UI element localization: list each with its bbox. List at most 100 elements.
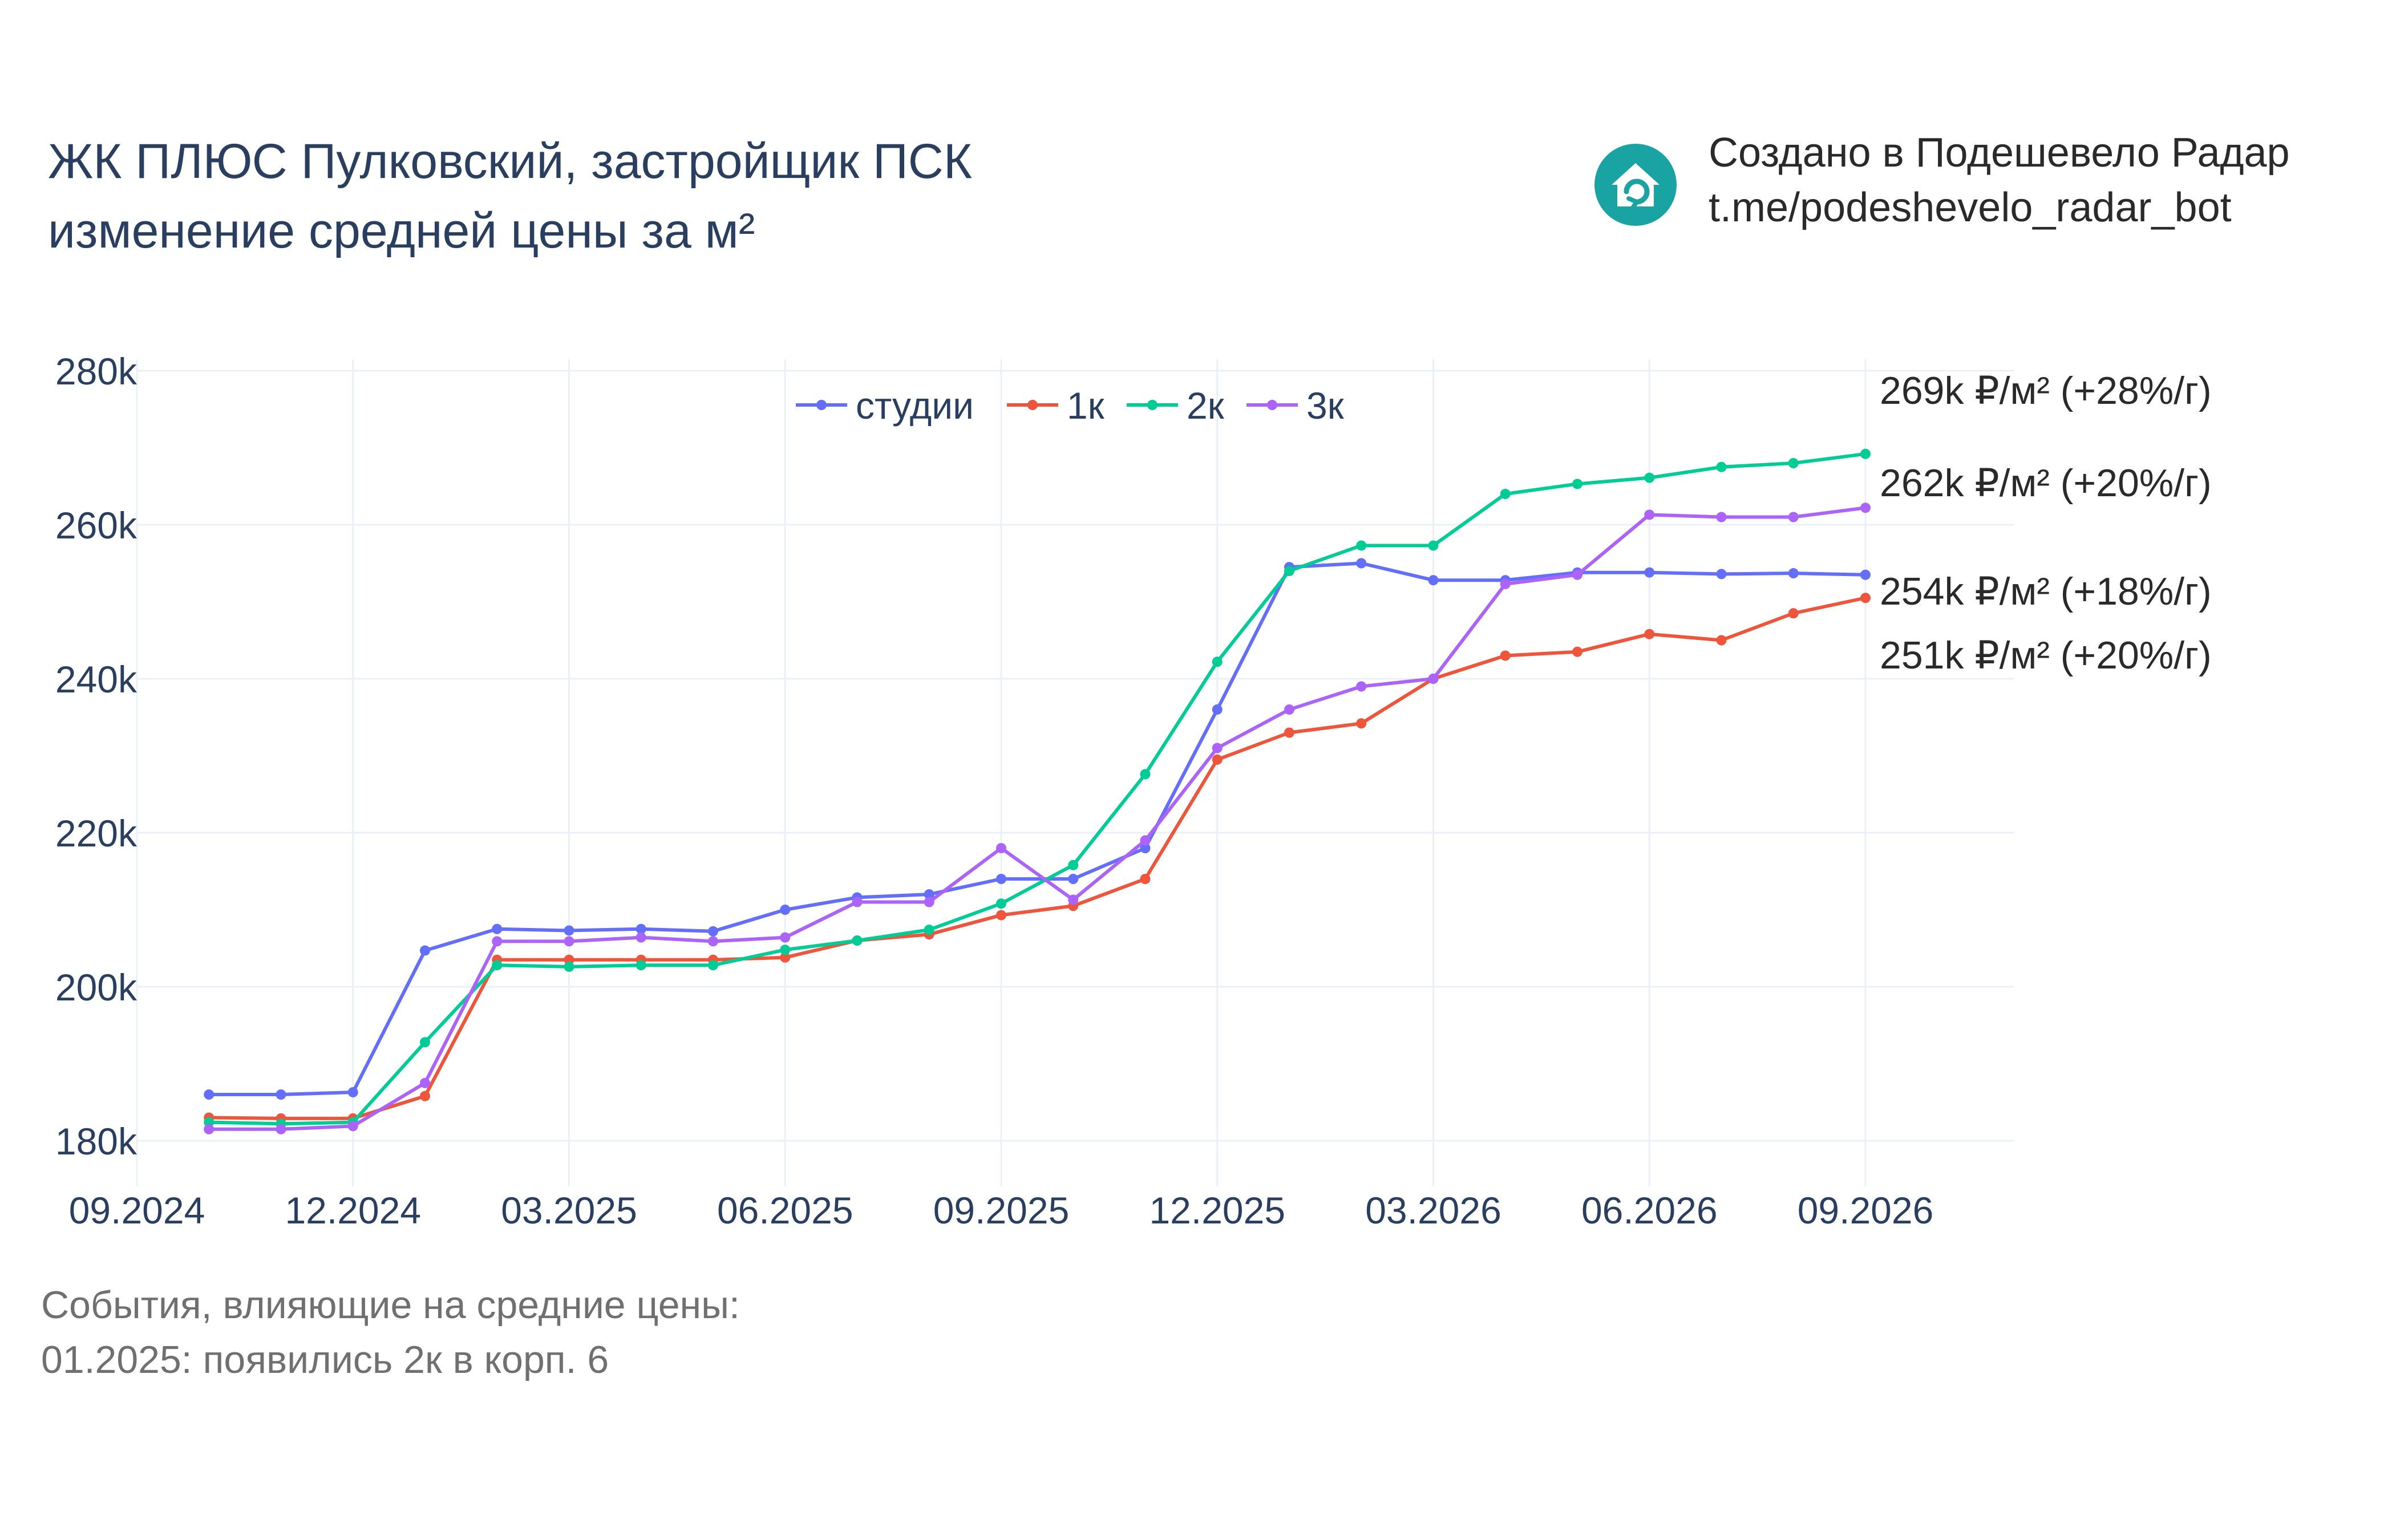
data-point xyxy=(1788,568,1799,579)
data-point xyxy=(1356,681,1367,692)
series-line xyxy=(209,452,1866,1126)
y-tick-label: 260k xyxy=(55,504,137,546)
data-point xyxy=(420,1037,430,1048)
data-point xyxy=(1284,727,1294,738)
data-point xyxy=(1500,650,1511,661)
data-point xyxy=(420,945,430,956)
data-point xyxy=(347,1087,358,1097)
data-point xyxy=(780,952,791,963)
data-point xyxy=(780,945,791,955)
data-point xyxy=(852,935,863,946)
data-point xyxy=(708,936,718,947)
x-tick-label: 09.2026 xyxy=(1798,1189,1934,1231)
x-tick-label: 12.2024 xyxy=(285,1189,421,1231)
data-point xyxy=(780,905,791,915)
data-point xyxy=(996,898,1006,909)
legend-marker xyxy=(1267,400,1277,410)
data-point xyxy=(708,960,718,971)
legend-item[interactable]: 2к xyxy=(1127,384,1225,427)
data-point xyxy=(1428,540,1439,551)
y-tick-label: 220k xyxy=(55,812,137,854)
x-tick-label: 06.2025 xyxy=(717,1189,853,1231)
data-point xyxy=(1788,458,1799,468)
value-annotation: 251k ₽/м² (+20%/г) xyxy=(1880,634,2212,677)
x-tick-label: 09.2025 xyxy=(933,1189,1070,1231)
credit-line-1: Создано в Подешевело Радар xyxy=(1709,130,2290,176)
series-1 xyxy=(204,558,1871,1100)
grid xyxy=(136,359,2014,1186)
data-point xyxy=(1428,674,1439,684)
data-point xyxy=(564,936,574,947)
events-heading: События, влияющие на средние цены: xyxy=(41,1283,740,1327)
y-tick-label: 180k xyxy=(55,1120,137,1162)
value-annotation: 254k ₽/м² (+18%/г) xyxy=(1880,570,2212,613)
data-point xyxy=(1860,502,1871,513)
data-point xyxy=(492,960,503,971)
data-point xyxy=(1716,569,1727,579)
data-point xyxy=(492,923,503,934)
data-point xyxy=(1716,461,1727,472)
data-point xyxy=(420,1077,430,1088)
event-item: 01.2025: появились 2к в корп. 6 xyxy=(41,1338,609,1381)
data-point xyxy=(996,843,1006,853)
data-point xyxy=(564,961,574,972)
legend-label: 3к xyxy=(1306,384,1345,427)
series-4 xyxy=(204,502,1871,1134)
x-tick-label: 09.2024 xyxy=(69,1189,205,1231)
y-tick-label: 280k xyxy=(55,350,137,392)
x-tick-label: 06.2026 xyxy=(1581,1189,1718,1231)
x-tick-label: 12.2025 xyxy=(1149,1189,1285,1231)
data-point xyxy=(347,1121,358,1132)
annotations: 269k ₽/м² (+28%/г) 262k ₽/м² (+20%/г) 254k… xyxy=(1880,369,2212,677)
data-point xyxy=(1212,754,1223,765)
x-tick-label: 03.2025 xyxy=(501,1189,637,1231)
data-point xyxy=(1356,718,1367,729)
data-point xyxy=(1212,743,1223,753)
data-point xyxy=(636,960,646,971)
chart-title: ЖК ПЛЮС Пулковский, застройщик ПСК измен… xyxy=(48,127,972,266)
series-line xyxy=(209,506,1866,1131)
data-point xyxy=(1644,629,1655,639)
data-point xyxy=(1500,489,1511,499)
data-point xyxy=(1860,569,1871,580)
data-point xyxy=(492,936,503,947)
legend-item[interactable]: 1к xyxy=(1007,384,1105,427)
credit-link[interactable]: t.me/podeshevelo_radar_bot xyxy=(1709,185,2232,230)
legend-label: 1к xyxy=(1067,384,1105,427)
data-point xyxy=(1284,704,1294,715)
data-point xyxy=(276,1124,286,1134)
x-axis-ticks: 09.2024 12.2024 03.2025 06.2025 09.2025 12.20… xyxy=(69,1189,1934,1231)
data-point xyxy=(636,923,646,934)
data-point xyxy=(1716,635,1727,646)
data-point xyxy=(1428,575,1439,586)
data-point xyxy=(1284,566,1294,576)
data-point xyxy=(852,897,863,907)
data-point xyxy=(1500,578,1511,589)
data-point xyxy=(708,926,718,937)
data-point xyxy=(1716,512,1727,522)
data-point xyxy=(1212,656,1223,667)
data-point xyxy=(564,925,574,936)
legend-label: студии xyxy=(856,384,974,427)
data-point xyxy=(996,874,1006,884)
data-point xyxy=(1356,540,1367,551)
data-point xyxy=(1068,874,1079,884)
value-annotation: 262k ₽/м² (+20%/г) xyxy=(1880,461,2212,505)
data-point xyxy=(1788,512,1799,522)
legend-item[interactable]: 3к xyxy=(1246,384,1345,427)
data-point xyxy=(276,1089,286,1100)
series-line xyxy=(209,561,1866,1096)
legend-item[interactable]: студии xyxy=(796,384,974,427)
data-point xyxy=(1356,558,1367,569)
data-point xyxy=(1068,894,1079,905)
legend-marker xyxy=(1027,400,1038,410)
y-tick-label: 240k xyxy=(55,658,137,700)
data-point xyxy=(1572,569,1583,580)
data-point xyxy=(1644,567,1655,578)
data-point xyxy=(420,1091,430,1101)
data-point xyxy=(636,932,646,943)
data-point xyxy=(1644,472,1655,483)
legend[interactable]: студии 1к 2к 3к xyxy=(796,384,1345,427)
data-point xyxy=(996,910,1006,921)
